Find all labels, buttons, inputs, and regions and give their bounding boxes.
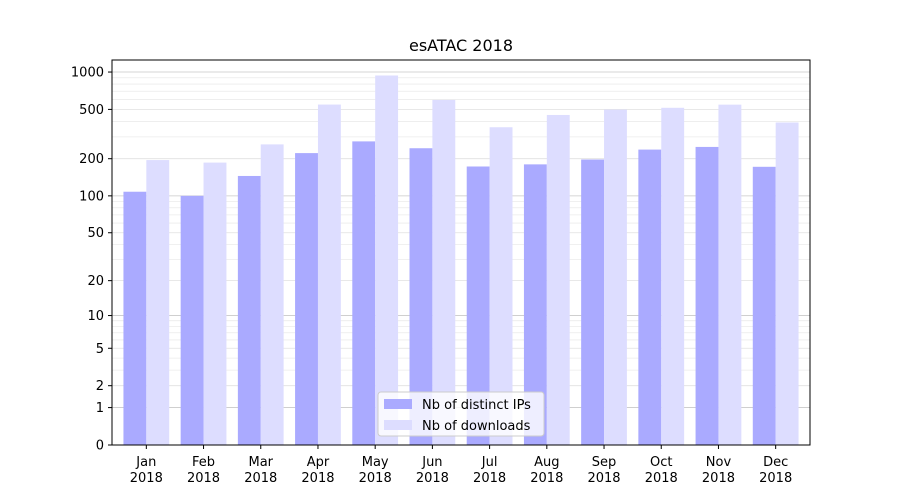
bar <box>352 141 376 445</box>
plot-frame <box>111 59 811 446</box>
x-tick-label-year: 2018 <box>587 471 620 486</box>
bar <box>409 148 433 446</box>
bar <box>375 75 399 446</box>
legend-swatch <box>384 420 412 430</box>
x-tick-label-year: 2018 <box>759 471 792 486</box>
x-tick-label-year: 2018 <box>416 471 449 486</box>
bar <box>260 144 284 446</box>
bar <box>432 99 456 445</box>
axes: 01251020501002005001000Jan2018Feb2018Mar… <box>71 59 811 486</box>
x-tick-label-year: 2018 <box>359 471 392 486</box>
y-tick-label: 10 <box>87 309 104 324</box>
bar <box>638 149 662 445</box>
y-tick-label: 20 <box>87 274 104 289</box>
bar <box>581 159 605 445</box>
y-tick-label: 200 <box>79 152 104 167</box>
bar <box>466 166 490 446</box>
bar <box>604 109 627 446</box>
bar <box>123 191 147 445</box>
legend-label: Nb of downloads <box>422 419 531 434</box>
x-tick-label-year: 2018 <box>530 471 563 486</box>
grid <box>112 71 810 408</box>
x-tick-label-year: 2018 <box>244 471 277 486</box>
chart-title: esATAC 2018 <box>409 36 513 55</box>
bar <box>180 195 204 445</box>
x-tick-label-month: Apr <box>307 455 330 470</box>
y-tick-label: 1 <box>96 401 104 416</box>
bar <box>146 160 170 445</box>
legend-label: Nb of distinct IPs <box>422 398 531 413</box>
bar <box>752 166 776 445</box>
x-tick-label-month: Mar <box>248 455 273 470</box>
x-tick-label-month: Nov <box>706 455 732 470</box>
bar <box>661 107 685 446</box>
bars <box>123 75 799 446</box>
legend: Nb of distinct IPs Nb of downloads <box>377 391 545 437</box>
x-tick-label-month: Oct <box>650 455 672 470</box>
x-tick-label-year: 2018 <box>473 471 506 486</box>
x-tick-label-month: Jan <box>135 455 156 470</box>
x-tick-label-year: 2018 <box>130 471 163 486</box>
x-tick-label-month: Jul <box>481 455 498 470</box>
x-tick-label-month: Dec <box>763 455 788 470</box>
x-tick-label-month: Aug <box>534 455 559 470</box>
y-tick-label: 5 <box>96 342 104 357</box>
bar <box>317 104 341 445</box>
bar <box>718 104 742 446</box>
bar <box>695 146 719 445</box>
x-tick-label-year: 2018 <box>187 471 220 486</box>
x-tick-label-year: 2018 <box>702 471 735 486</box>
x-tick-label-year: 2018 <box>301 471 334 486</box>
y-tick-label: 100 <box>79 189 104 204</box>
y-tick-label: 500 <box>79 103 104 118</box>
y-tick-label: 50 <box>87 226 104 241</box>
legend-swatch <box>384 399 412 409</box>
x-tick-label-month: Feb <box>192 455 215 470</box>
y-tick-label: 0 <box>96 439 104 454</box>
x-tick-label-month: Jun <box>421 455 442 470</box>
bar <box>523 164 547 445</box>
bar <box>775 122 799 445</box>
legend-box <box>377 391 545 437</box>
y-tick-label: 1000 <box>71 66 104 81</box>
bar <box>295 153 318 446</box>
bar <box>237 175 261 445</box>
bar <box>489 127 513 446</box>
x-tick-label-month: Sep <box>592 455 617 470</box>
x-tick-label-month: May <box>362 455 389 470</box>
y-tick-label: 2 <box>96 379 104 394</box>
bar <box>203 162 227 445</box>
x-tick-label-year: 2018 <box>645 471 678 486</box>
bar <box>546 114 570 445</box>
